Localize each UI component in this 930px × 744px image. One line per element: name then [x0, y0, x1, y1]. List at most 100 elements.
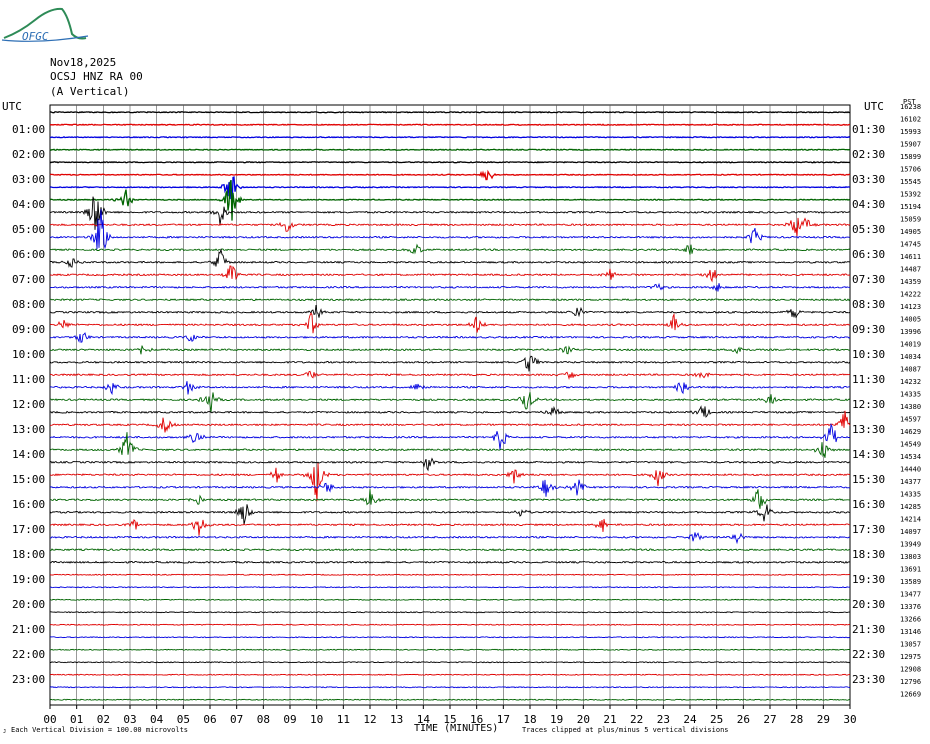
right-count-label: 15993	[900, 128, 921, 136]
trace-row	[49, 504, 850, 525]
x-tick-label: 03	[123, 713, 136, 726]
left-hour-label: 20:00	[12, 598, 45, 611]
x-tick-label: 04	[150, 713, 164, 726]
right-count-label: 14087	[900, 366, 921, 374]
left-hour-label: 18:00	[12, 548, 45, 561]
trace-row	[49, 135, 851, 139]
right-count-label: 12796	[900, 678, 921, 686]
clip-note: Traces clipped at plus/minus 5 vertical …	[522, 726, 729, 734]
trace-row	[49, 479, 851, 497]
trace-row	[49, 489, 851, 509]
right-count-label: 15392	[900, 191, 921, 199]
right-count-label: 14034	[900, 353, 921, 361]
trace-row	[49, 518, 851, 536]
left-hour-label: 15:00	[12, 473, 45, 486]
trace-row	[49, 209, 851, 250]
left-hour-label: 08:00	[12, 298, 45, 311]
x-tick-label: 06	[203, 713, 216, 726]
left-hour-label: 11:00	[12, 373, 45, 386]
right-hour-label: 18:30	[852, 548, 885, 561]
right-count-label: 16102	[900, 116, 921, 124]
trace-row	[49, 598, 851, 601]
right-count-label: 13803	[900, 553, 921, 561]
x-tick-label: 28	[790, 713, 803, 726]
x-tick-label: 25	[710, 713, 723, 726]
right-count-label: 14335	[900, 391, 921, 399]
right-hour-label: 22:30	[852, 648, 885, 661]
x-tick-label: 08	[257, 713, 270, 726]
x-tick-label: 11	[337, 713, 350, 726]
left-hour-label: 07:00	[12, 273, 45, 286]
trace-row	[49, 405, 851, 418]
trace-row	[49, 282, 851, 292]
x-tick-label: 30	[843, 713, 856, 726]
right-count-label: 14232	[900, 378, 921, 386]
right-count-label: 14214	[900, 516, 921, 524]
right-hour-label: 07:30	[852, 273, 885, 286]
x-tick-label: 27	[763, 713, 776, 726]
right-count-label: 14440	[900, 466, 921, 474]
right-hour-label: 01:30	[852, 123, 885, 136]
right-count-label: 14123	[900, 303, 921, 311]
station-code: OCSJ HNZ RA 00	[50, 70, 143, 83]
right-count-label: 16238	[900, 103, 921, 111]
right-count-label: 15059	[900, 216, 921, 224]
right-count-label: 14377	[900, 478, 921, 486]
right-count-label: 13376	[900, 603, 921, 611]
x-tick-label: 24	[683, 713, 697, 726]
x-tick-label: 01	[70, 713, 83, 726]
trace-row	[49, 573, 851, 576]
x-tick-label: 00	[43, 713, 56, 726]
traces	[49, 110, 851, 701]
right-hour-label: 19:30	[852, 573, 885, 586]
right-hour-label: 17:30	[852, 523, 885, 536]
left-hour-label: 21:00	[12, 623, 45, 636]
right-count-label: 13589	[900, 578, 921, 586]
right-hour-label: 20:30	[852, 598, 885, 611]
x-tick-label: 17	[497, 713, 510, 726]
right-hour-label: 23:30	[852, 673, 885, 686]
trace-row	[49, 148, 851, 152]
trace-row	[49, 623, 851, 626]
right-count-label: 15545	[900, 178, 921, 186]
component-label: (A Vertical)	[50, 85, 129, 98]
trace-row	[49, 673, 851, 676]
right-hour-label: 02:30	[852, 148, 885, 161]
right-count-label: 15907	[900, 141, 921, 149]
x-tick-label: 12	[363, 713, 376, 726]
right-pst-label: PST	[903, 98, 916, 106]
trace-row	[49, 196, 851, 230]
trace-row	[49, 532, 851, 545]
ofgc-logo: OFGC	[1, 7, 89, 43]
right-count-label: 14097	[900, 528, 921, 536]
trace-row	[49, 123, 851, 127]
right-count-label: 14335	[900, 491, 921, 499]
right-count-label: 15899	[900, 153, 921, 161]
chart-date: Nov18,2025	[50, 56, 116, 69]
left-hour-label: 04:00	[12, 198, 45, 211]
right-count-label: 12669	[900, 691, 921, 699]
trace-row	[49, 176, 851, 210]
trace-row	[49, 217, 851, 237]
right-hour-label: 05:30	[852, 223, 885, 236]
right-hour-label: 09:30	[852, 323, 885, 336]
right-hour-label: 13:30	[852, 423, 885, 436]
left-hour-label: 01:00	[12, 123, 45, 136]
trace-row	[49, 169, 851, 181]
right-count-label: 14222	[900, 291, 921, 299]
x-tick-label: 22	[630, 713, 643, 726]
trace-row	[50, 611, 851, 614]
right-count-label: 13477	[900, 591, 921, 599]
right-count-label: 14487	[900, 266, 921, 274]
left-hour-label: 09:00	[12, 323, 45, 336]
trace-row	[49, 265, 851, 283]
trace-row	[49, 560, 851, 564]
right-count-label: 13996	[900, 328, 921, 336]
right-count-column: 16238 16102 15993 15907 15899 15706 15545 15392…	[900, 103, 921, 699]
right-count-label: 15194	[900, 203, 921, 211]
right-hour-label: 16:30	[852, 498, 885, 511]
x-tick-label: 21	[603, 713, 616, 726]
trace-row	[49, 422, 851, 450]
trace-row	[49, 179, 851, 221]
